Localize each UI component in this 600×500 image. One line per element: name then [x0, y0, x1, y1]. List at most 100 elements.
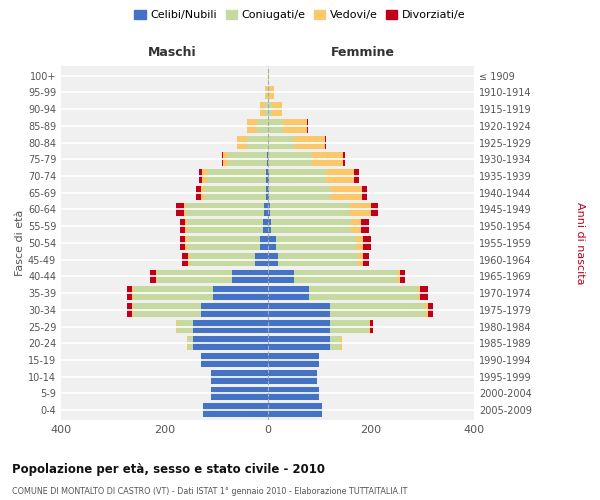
Bar — [185, 236, 188, 250]
Bar — [184, 202, 186, 216]
Bar — [228, 152, 267, 166]
Bar — [356, 236, 364, 250]
Bar — [268, 336, 330, 350]
Bar — [269, 169, 326, 183]
Bar — [188, 220, 263, 233]
Bar — [361, 220, 369, 233]
Text: Popolazione per età, sesso e stato civile - 2010: Popolazione per età, sesso e stato civil… — [12, 462, 325, 475]
Bar — [268, 353, 319, 367]
Bar — [331, 186, 362, 200]
Bar — [325, 136, 326, 149]
Bar — [214, 286, 268, 300]
Bar — [203, 404, 268, 417]
Bar — [268, 202, 270, 216]
Bar — [330, 336, 340, 350]
Bar — [311, 152, 343, 166]
Bar — [211, 386, 268, 400]
Bar — [266, 169, 268, 183]
Text: Maschi: Maschi — [148, 46, 197, 59]
Bar — [268, 236, 275, 250]
Bar — [272, 102, 282, 116]
Bar — [371, 202, 379, 216]
Bar — [425, 303, 428, 316]
Bar — [176, 202, 184, 216]
Bar — [268, 119, 283, 132]
Bar — [222, 152, 223, 166]
Bar — [420, 286, 428, 300]
Bar — [268, 286, 309, 300]
Bar — [193, 320, 268, 334]
Bar — [267, 152, 268, 166]
Bar — [268, 270, 293, 283]
Bar — [267, 86, 268, 100]
Bar — [232, 270, 268, 283]
Bar — [351, 220, 361, 233]
Bar — [268, 253, 278, 266]
Bar — [185, 220, 188, 233]
Bar — [358, 253, 364, 266]
Bar — [127, 303, 133, 316]
Bar — [309, 286, 418, 300]
Bar — [293, 136, 325, 149]
Y-axis label: Anni di nascita: Anni di nascita — [575, 202, 585, 284]
Bar — [202, 169, 207, 183]
Bar — [354, 169, 359, 183]
Bar — [133, 286, 214, 300]
Bar — [176, 320, 178, 334]
Bar — [203, 186, 266, 200]
Bar — [350, 202, 371, 216]
Bar — [340, 336, 341, 350]
Bar — [268, 86, 269, 100]
Bar — [293, 270, 397, 283]
Bar — [275, 236, 356, 250]
Bar — [370, 320, 373, 334]
Bar — [268, 102, 272, 116]
Bar — [157, 270, 232, 283]
Bar — [223, 152, 228, 166]
Bar — [257, 119, 268, 132]
Bar — [278, 253, 358, 266]
Bar — [263, 220, 268, 233]
Bar — [268, 386, 319, 400]
Bar — [418, 286, 420, 300]
Bar — [188, 336, 193, 350]
Bar — [330, 320, 368, 334]
Bar — [268, 404, 322, 417]
Bar — [193, 336, 268, 350]
Bar — [133, 303, 200, 316]
Bar — [180, 220, 185, 233]
Bar — [178, 320, 193, 334]
Legend: Celibi/Nubili, Coniugati/e, Vedovi/e, Divorziati/e: Celibi/Nubili, Coniugati/e, Vedovi/e, Di… — [130, 6, 470, 25]
Bar — [247, 136, 268, 149]
Bar — [362, 186, 367, 200]
Bar — [237, 136, 247, 149]
Bar — [343, 152, 345, 166]
Bar — [207, 169, 266, 183]
Bar — [268, 69, 269, 82]
Bar — [283, 119, 307, 132]
Bar — [268, 152, 311, 166]
Bar — [268, 370, 317, 384]
Bar — [326, 169, 354, 183]
Bar — [255, 253, 268, 266]
Bar — [200, 353, 268, 367]
Bar — [188, 236, 260, 250]
Bar — [364, 236, 371, 250]
Y-axis label: Fasce di età: Fasce di età — [15, 210, 25, 276]
Bar — [127, 286, 133, 300]
Bar — [151, 270, 155, 283]
Bar — [330, 303, 425, 316]
Bar — [268, 169, 269, 183]
Bar — [270, 202, 350, 216]
Bar — [260, 236, 268, 250]
Bar — [182, 253, 188, 266]
Bar — [368, 320, 370, 334]
Text: Femmine: Femmine — [331, 46, 395, 59]
Bar — [196, 186, 201, 200]
Bar — [180, 236, 185, 250]
Bar — [269, 186, 331, 200]
Bar — [201, 186, 203, 200]
Bar — [428, 303, 433, 316]
Bar — [186, 202, 263, 216]
Bar — [271, 220, 351, 233]
